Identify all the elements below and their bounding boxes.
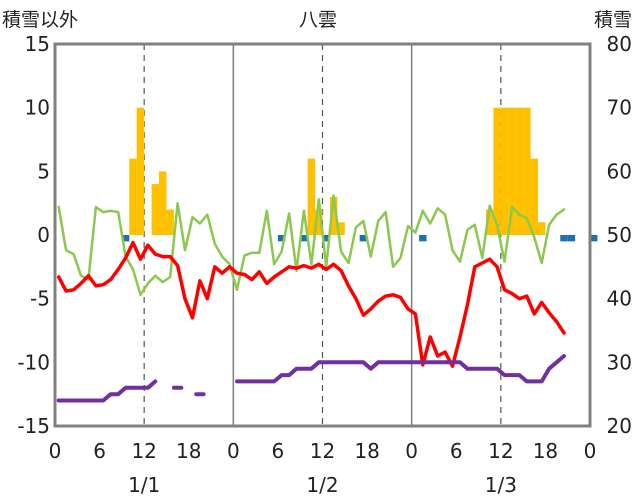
- x-tick-label: 18: [533, 439, 558, 463]
- snowfall-bar: [159, 171, 167, 235]
- snowfall-bar: [500, 107, 509, 235]
- snowfall-bar: [515, 107, 524, 235]
- left-tick-label: 5: [37, 159, 50, 183]
- right-axis-label: 積雪: [594, 9, 632, 31]
- x-tick-label: 6: [272, 439, 285, 463]
- x-tick-label: 0: [584, 439, 597, 463]
- precip-bar: [322, 235, 330, 242]
- right-tick-label: 80: [607, 32, 632, 56]
- left-axis-label: 積雪以外: [2, 9, 78, 31]
- snowfall-bar: [493, 107, 501, 235]
- x-tick-label: 0: [405, 439, 418, 463]
- snowfall-bar: [523, 107, 531, 235]
- x-tick-label: 12: [310, 439, 335, 463]
- x-tick-label: 0: [49, 439, 62, 463]
- chart-title: 八雲: [299, 9, 337, 31]
- series-lines: [56, 194, 566, 403]
- right-tick-label: 70: [607, 96, 632, 120]
- right-tick-label: 20: [607, 414, 632, 438]
- temperature-line: [56, 240, 566, 368]
- precip-bar: [560, 235, 568, 242]
- snowfall-bar: [485, 209, 494, 235]
- precip-bar: [121, 235, 130, 242]
- left-tick-label: 0: [37, 223, 50, 247]
- plot-frame: [53, 42, 592, 428]
- left-axis-ticks: 15 10 5 0 -5 -10 -15: [17, 32, 50, 438]
- x-axis-ticks: 0 6 12 18 0 6 12 18 0 6 12 18 0: [49, 439, 597, 463]
- snowfall-bar: [129, 158, 137, 235]
- date-label: 1/3: [485, 473, 517, 497]
- snowfall-bar: [315, 209, 323, 235]
- left-tick-label: 10: [25, 96, 50, 120]
- precip-bar: [419, 235, 427, 242]
- snow_depth-line: [56, 379, 158, 403]
- snowfall-bar: [166, 209, 174, 235]
- date-label: 1/1: [128, 473, 160, 497]
- x-tick-label: 12: [488, 439, 513, 463]
- snowfall-bar: [151, 184, 160, 235]
- x-tick-label: 0: [227, 439, 240, 463]
- left-tick-label: -10: [17, 350, 50, 374]
- snowfall-bar: [537, 222, 546, 235]
- precip-bar: [359, 235, 368, 242]
- date-labels: 1/1 1/2 1/3: [128, 473, 517, 497]
- snowfall-bar: [508, 107, 516, 235]
- precip-bar: [300, 235, 308, 242]
- left-tick-label: 15: [25, 32, 50, 56]
- snow_depth-line: [235, 354, 566, 384]
- left-tick-label: -15: [17, 414, 50, 438]
- snowfall-bars: [129, 107, 546, 235]
- precip-bars: [121, 235, 598, 242]
- x-tick-label: 18: [176, 439, 201, 463]
- wind-line: [57, 194, 566, 297]
- left-tick-label: -5: [30, 287, 50, 311]
- x-tick-label: 6: [450, 439, 463, 463]
- right-tick-label: 30: [607, 350, 632, 374]
- date-label: 1/2: [306, 473, 338, 497]
- x-tick-label: 6: [93, 439, 106, 463]
- right-tick-label: 60: [607, 159, 632, 183]
- precip-bar: [567, 235, 576, 242]
- right-axis-ticks: 80 70 60 50 40 30 20: [607, 32, 632, 438]
- header: 積雪以外 八雲 積雪: [2, 9, 632, 31]
- right-tick-label: 40: [607, 287, 632, 311]
- snowfall-bar: [530, 158, 538, 235]
- precip-bar: [277, 235, 286, 242]
- snowfall-bar: [337, 222, 345, 235]
- snowfall-bar: [136, 107, 145, 235]
- right-tick-label: 50: [607, 223, 632, 247]
- snowfall-bar: [307, 158, 316, 235]
- precip-bar: [590, 235, 598, 242]
- x-tick-label: 12: [131, 439, 156, 463]
- snowfall-bar: [329, 196, 338, 235]
- x-tick-label: 18: [354, 439, 379, 463]
